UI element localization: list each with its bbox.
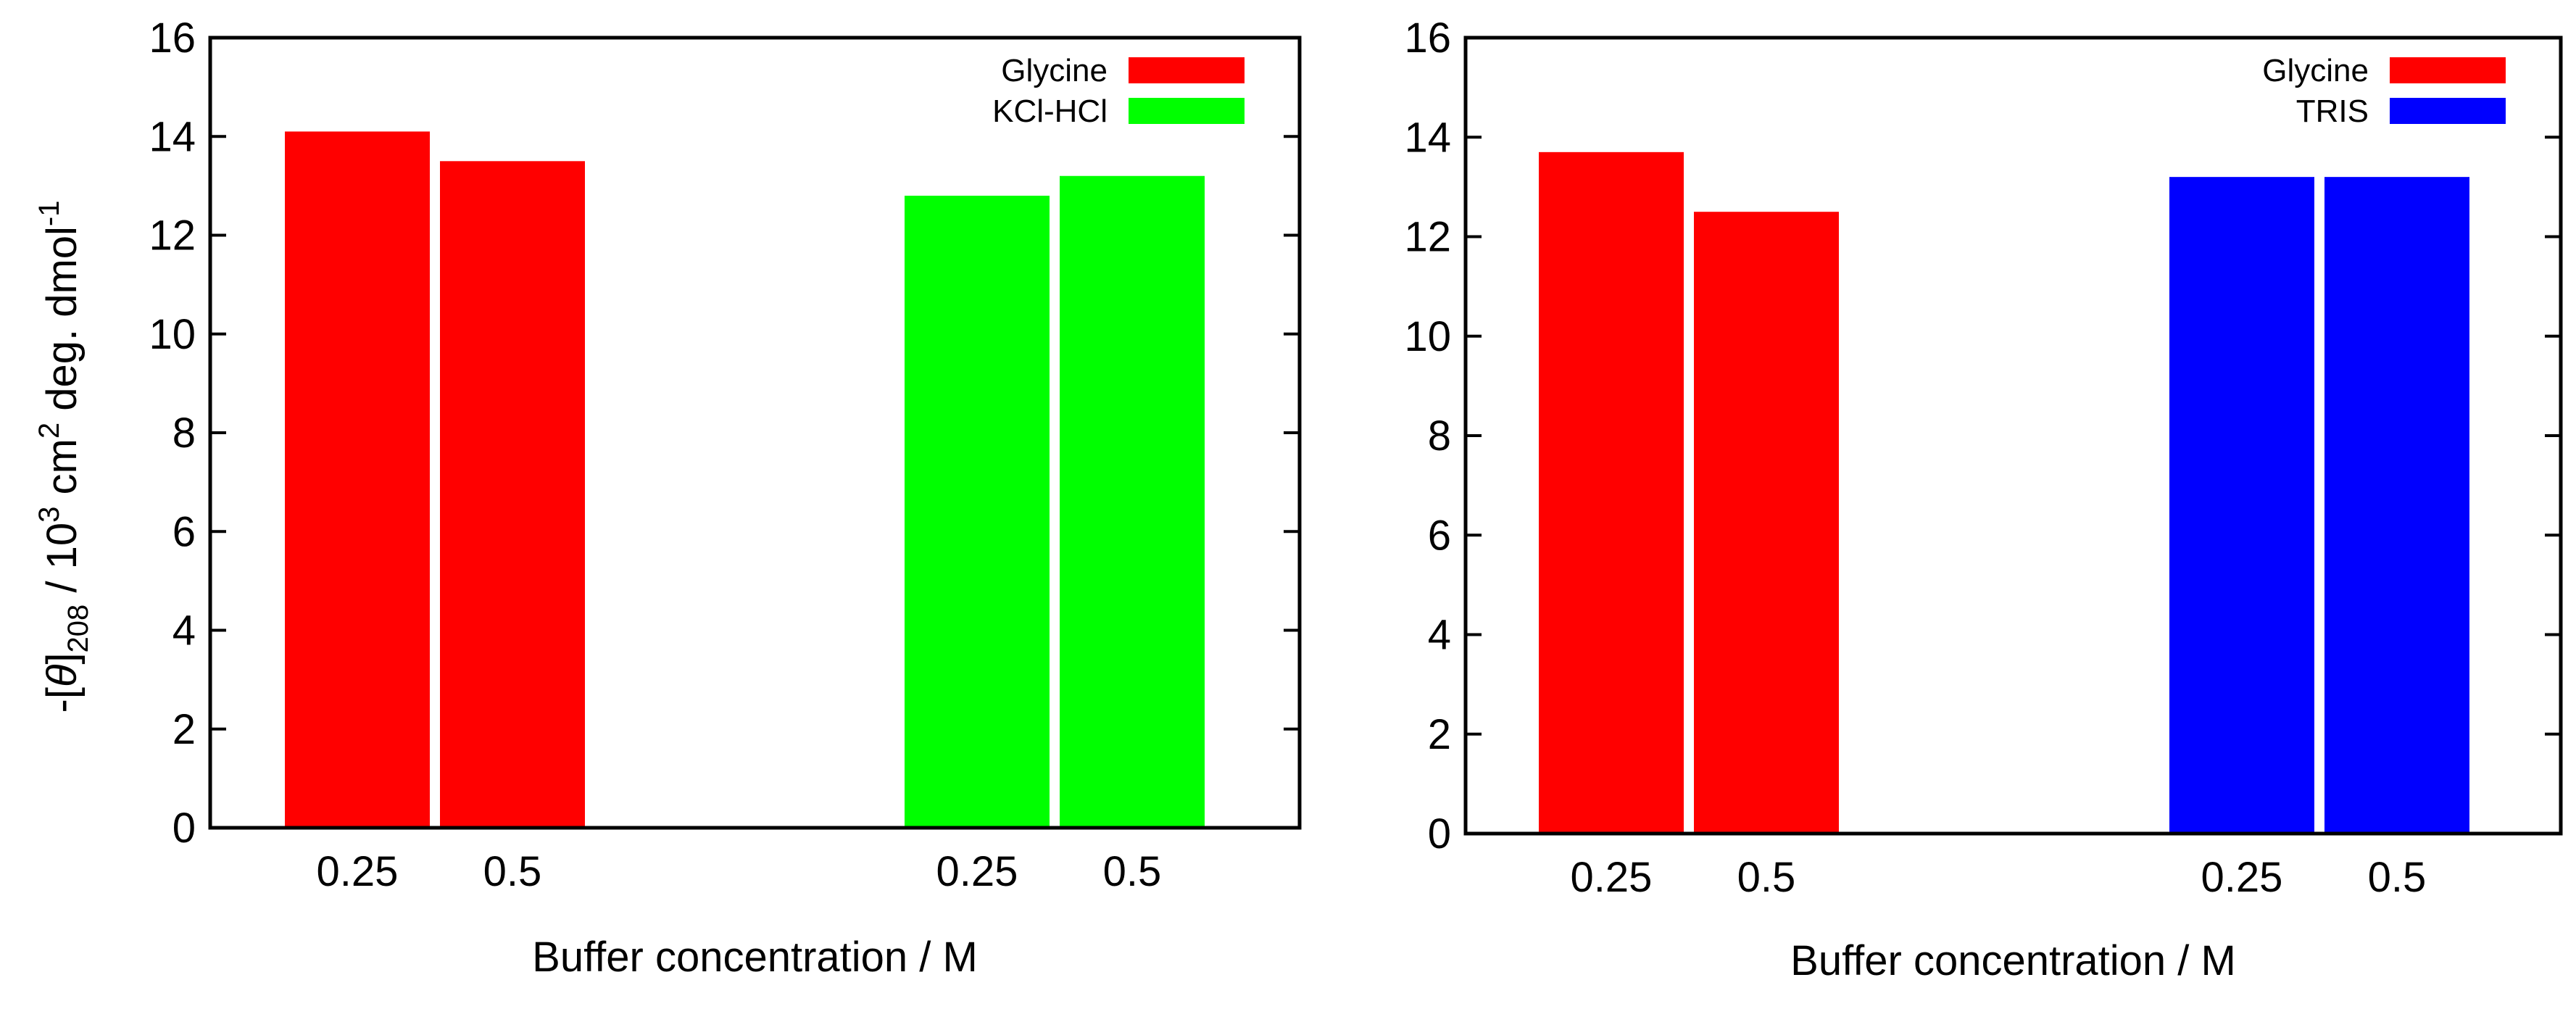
- y-tick-label: 0: [173, 805, 196, 852]
- y-tick-label: 14: [149, 113, 196, 160]
- y-tick-label: 16: [149, 14, 196, 62]
- y-tick-label: 12: [1404, 214, 1451, 261]
- x-tick-label: 0.25: [2201, 854, 2283, 901]
- bar-tris-0.25: [2169, 177, 2314, 834]
- bar-glycine-0.5: [440, 161, 585, 828]
- x-tick-label: 0.5: [483, 848, 542, 895]
- y-tick-label: 8: [173, 410, 196, 457]
- x-tick-label: 0.5: [2368, 854, 2427, 901]
- y-tick-label: 2: [1428, 711, 1451, 758]
- bar-glycine-0.25: [285, 131, 430, 828]
- x-tick-label: 0.25: [317, 848, 399, 895]
- chart-panel-1: 0.25 0.5 0.25 0.5 0 2 4 6 8 10 12 14 16 Buffer concen…: [149, 14, 1302, 981]
- legend-label: Glycine: [1001, 53, 1108, 88]
- legend-label: TRIS: [2296, 94, 2369, 129]
- legend: Glycine KCl-HCl: [992, 53, 1245, 129]
- legend-label: KCl-HCl: [992, 94, 1108, 129]
- legend-label: Glycine: [2262, 53, 2369, 88]
- x-axis-title: Buffer concentration / M: [532, 934, 978, 981]
- legend-swatch: [1129, 98, 1245, 124]
- y-tick-label: 12: [149, 212, 196, 259]
- legend-swatch: [2390, 57, 2506, 83]
- y-tick-label: 8: [1428, 412, 1451, 460]
- legend-swatch: [2390, 98, 2506, 124]
- bar-glycine-0.5: [1694, 212, 1839, 834]
- y-tick-label: 16: [1404, 14, 1451, 62]
- legend-swatch: [1129, 57, 1245, 83]
- x-tick-label: 0.25: [936, 848, 1018, 895]
- y-tick-label: 4: [173, 607, 196, 655]
- y-tick-label: 10: [1404, 313, 1451, 360]
- x-tick-label: 0.25: [1571, 854, 1653, 901]
- y-tick-label: 14: [1404, 114, 1451, 161]
- y-tick-label: 0: [1428, 810, 1451, 858]
- x-tick-label: 0.5: [1103, 848, 1162, 895]
- bar-kcl-hcl-0.25: [905, 196, 1050, 828]
- x-axis-title: Buffer concentration / M: [1790, 937, 2236, 984]
- y-tick-label: 10: [149, 311, 196, 358]
- chart-panel-2: 0.25 0.5 0.25 0.5 0 2 4 6 8 10 12 14 16 Buffer concen…: [1404, 14, 2563, 984]
- x-tick-label: 0.5: [1737, 854, 1796, 901]
- legend: Glycine TRIS: [2262, 53, 2506, 129]
- y-tick-label: 2: [173, 706, 196, 753]
- y-tick-label: 6: [173, 508, 196, 555]
- bar-glycine-0.25: [1539, 151, 1684, 834]
- left-y-axis-title: -[θ]208 / 103 cm2 deg. dmol-1: [33, 201, 94, 713]
- y-tick-label: 4: [1428, 612, 1451, 659]
- bar-tris-0.5: [2324, 177, 2469, 834]
- bar-kcl-hcl-0.5: [1060, 175, 1205, 828]
- y-tick-label: 6: [1428, 512, 1451, 559]
